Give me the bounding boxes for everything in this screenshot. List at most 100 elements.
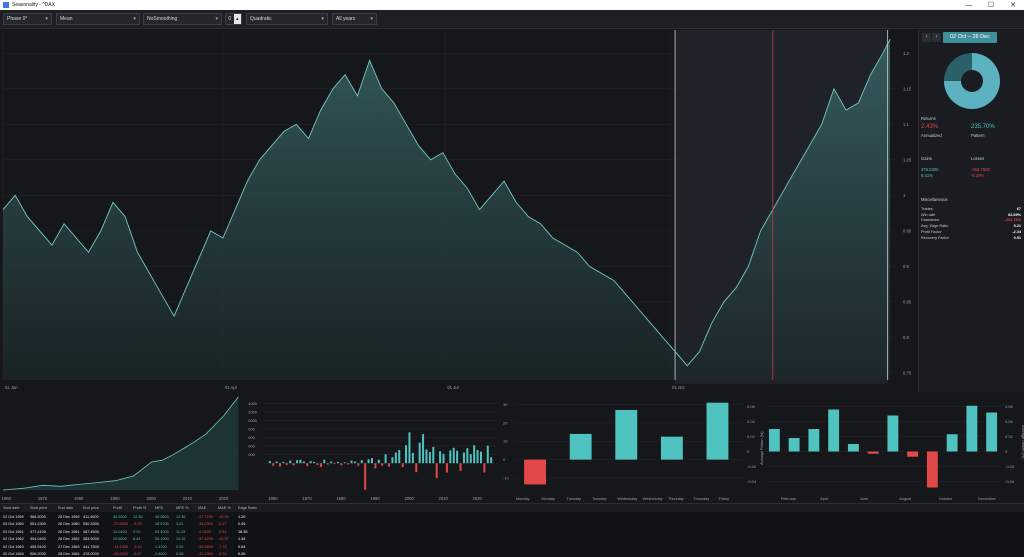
column-header[interactable]: Start price: [30, 506, 48, 510]
year-bar: [333, 463, 336, 465]
close-button[interactable]: ✕: [1010, 2, 1016, 9]
table-cell: 28 Dec 1960: [58, 522, 80, 527]
x-tick-label: 01 Apr: [225, 385, 238, 390]
column-header[interactable]: Edge Ratio: [238, 506, 257, 510]
y-tick-label: 0.95: [903, 228, 912, 233]
phase-dropdown[interactable]: Phase 0° ▾: [3, 13, 52, 25]
annualized-value: 2.43%: [921, 124, 939, 130]
year-bar: [398, 449, 401, 464]
y-tick-label: 14000: [248, 401, 258, 406]
stepper-value[interactable]: 0: [228, 16, 232, 22]
y-tick-label-right: 0.02: [1005, 434, 1014, 439]
smoothing-dropdown[interactable]: NoSmoothing ▾: [143, 13, 222, 25]
stat-value: 5.21: [1013, 224, 1021, 229]
column-header[interactable]: Profit: [113, 506, 122, 510]
column-header[interactable]: MAE: [198, 506, 207, 510]
year-bar: [350, 460, 353, 464]
column-header[interactable]: MAE %: [218, 506, 231, 510]
table-cell: 411.4600: [83, 515, 99, 519]
years-dropdown[interactable]: All years ▾: [332, 13, 377, 25]
year-bar: [435, 463, 438, 479]
table-cell: 1.34: [238, 537, 246, 542]
table-cell: 53.4000: [155, 529, 169, 534]
monthly-chart: 0.06 0.06 0.04 0.04 0.02 0.02 0 0 -0.02 -0.02 -0.0…: [745, 393, 1024, 503]
year-bar: [364, 463, 367, 490]
year-bar: [479, 451, 482, 464]
table-row[interactable]: 02 Oct 1964 506.2000 28 Dec 1964 478.0000 -2…: [0, 550, 1024, 557]
title-bar: Seasonality - ^DAX — ☐ ✕: [0, 0, 1024, 10]
table-row[interactable]: 02 Oct 1963 455.9100 27 Dec 1963 441.7800 -1…: [0, 543, 1024, 551]
y-axis-label-right: Average Return (%): [1021, 425, 1024, 459]
month-bar: [867, 451, 879, 454]
table-cell: 0.30: [176, 544, 184, 549]
year-bar: [391, 457, 394, 464]
chevron-down-icon: ▾: [133, 16, 136, 22]
pattern-value: 235.70%: [971, 124, 995, 130]
pie-slice: [944, 53, 972, 81]
column-header[interactable]: MFE: [155, 506, 164, 510]
year-bar: [313, 461, 316, 464]
year-bar: [340, 463, 343, 466]
y-tick-label-right: 0: [1005, 449, 1008, 454]
minimize-button[interactable]: —: [965, 1, 973, 9]
column-header[interactable]: MFE %: [176, 506, 189, 510]
seasonal-area: [3, 39, 891, 380]
table-cell: 02 Oct 1964: [3, 552, 24, 556]
y-tick-label: 1.2: [903, 51, 909, 56]
y-tick-label: 20: [503, 420, 508, 425]
stat-label: Profit Factor: [921, 229, 942, 234]
weekday-chart: 30 20 10 0 -10 Monday Monday Tuesday Tuesday Wedn…: [503, 393, 745, 503]
table-cell: 18.35: [238, 529, 248, 534]
table-row[interactable]: 02 Oct 1961 477.4100 28 Dec 1961 487.4500 10…: [0, 528, 1024, 536]
year-bar: [330, 461, 333, 464]
x-tick-label: October: [939, 497, 953, 501]
table-row[interactable]: 02 Oct 1962 354.0400 28 Dec 1962 383.9000 29…: [0, 535, 1024, 543]
smoothing-stepper[interactable]: 0 ▴: [225, 13, 242, 25]
seasonal-chart[interactable]: 0.75 0.8 0.85 0.9 0.95 1 1.05 1.1 1.15 1.2 01 Jan 0…: [0, 30, 918, 392]
column-header[interactable]: Profit %: [133, 506, 147, 510]
seasonal-chart-svg[interactable]: 0.75 0.8 0.85 0.9 0.95 1 1.05 1.1 1.15 1.2 01 Jan 0…: [0, 30, 918, 392]
maximize-button[interactable]: ☐: [987, 2, 995, 9]
table-cell: -0.61: [218, 529, 227, 534]
gains-label: Gains: [921, 156, 932, 161]
next-period-button[interactable]: ›: [932, 33, 941, 42]
weekday-bar: [660, 436, 683, 460]
table-row[interactable]: 03 Oct 1960 551.2300 28 Dec 1960 530.3300 -2…: [0, 520, 1024, 528]
month-bar: [986, 412, 998, 452]
table-cell: 28 Dec 1964: [58, 552, 80, 556]
table-row[interactable]: 02 Oct 1959 366.2000 28 Dec 1959 411.4600 45…: [0, 513, 1024, 521]
year-bar: [439, 451, 442, 464]
year-bar: [282, 461, 285, 464]
x-tick-label: Monday: [541, 497, 555, 501]
smoothing-dropdown-value: NoSmoothing: [147, 16, 178, 22]
column-header[interactable]: End date: [58, 506, 74, 510]
prev-period-button[interactable]: ‹: [922, 33, 931, 42]
table-cell: -20.9000: [113, 522, 128, 527]
pattern-label: Pattern: [971, 133, 985, 138]
x-tick-label: 1980: [74, 496, 84, 501]
x-tick-label: 1990: [370, 496, 380, 501]
year-bar: [309, 461, 312, 464]
year-bar: [456, 450, 459, 464]
table-cell: 02 Oct 1961: [3, 529, 24, 534]
column-header[interactable]: Start date: [3, 506, 20, 510]
year-bar: [394, 452, 397, 464]
mean-dropdown[interactable]: Mean ▾: [56, 13, 140, 25]
stepper-up-button[interactable]: ▴: [233, 14, 241, 24]
year-bar: [268, 461, 271, 464]
date-range-badge[interactable]: 02 Oct – 28 Dec: [943, 32, 997, 43]
year-bar: [370, 458, 373, 464]
x-tick-label: 1960: [268, 496, 278, 501]
detrend-dropdown-value: Quadratic: [250, 16, 272, 22]
y-tick-label: 6000: [248, 435, 256, 440]
gains-value: 476.0300: [921, 167, 939, 172]
table-cell: -37.4200: [198, 537, 213, 542]
y-tick-label: 2000: [248, 452, 256, 457]
pie-chart: [944, 53, 1000, 109]
table-cell: 530.3300: [83, 522, 99, 527]
y-tick-label-right: 0.06: [1005, 404, 1014, 409]
x-tick-label: 2000: [404, 496, 414, 501]
year-bar: [442, 453, 445, 464]
detrend-dropdown[interactable]: Quadratic ▾: [246, 13, 328, 25]
column-header[interactable]: End price: [83, 506, 100, 510]
